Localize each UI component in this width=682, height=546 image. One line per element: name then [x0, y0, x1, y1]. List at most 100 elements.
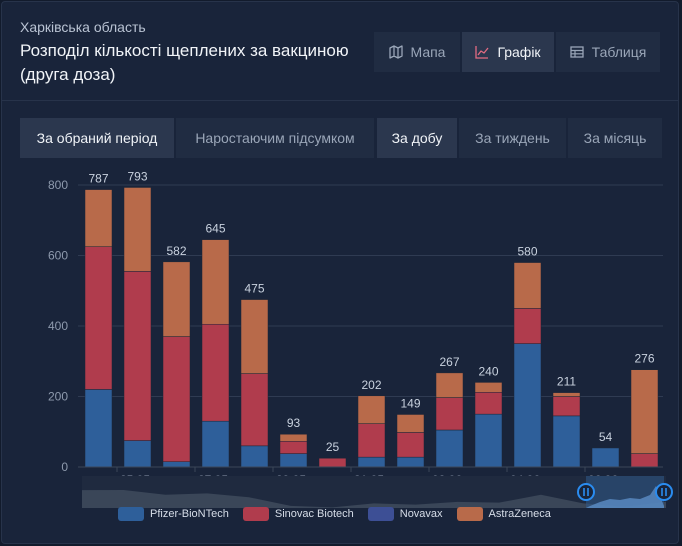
bar-segment-sinovac-biotech-25.05[interactable] — [123, 271, 152, 441]
bar-segment-pfizer-biontech-24.05[interactable] — [84, 389, 113, 468]
bar-segment-sinovac-biotech-26.05[interactable] — [162, 336, 191, 462]
total-label-05.06: 211 — [557, 375, 576, 389]
bar-segment-pfizer-biontech-31.05[interactable] — [357, 456, 386, 468]
total-label-04.06: 580 — [517, 245, 537, 259]
legend-swatch-novavax — [367, 507, 394, 521]
bar-segment-astrazeneca-05.06[interactable] — [552, 392, 581, 397]
bar-segment-pfizer-biontech-27.05[interactable] — [201, 420, 230, 468]
legend-label-pfizer: Pfizer-BioNTech — [150, 508, 229, 520]
chart-legend: Pfizer-BioNTech Sinovac Biotech Novavax … — [118, 507, 565, 521]
total-label-31.05: 202 — [361, 378, 381, 392]
total-label-27.05: 645 — [205, 222, 225, 236]
map-view-button[interactable]: Мапа — [374, 32, 460, 72]
bar-segment-pfizer-biontech-29.05[interactable] — [279, 453, 308, 468]
bar-segment-sinovac-biotech-03.06[interactable] — [474, 392, 503, 415]
bar-segment-pfizer-biontech-25.05[interactable] — [123, 440, 152, 468]
legend-swatch-sinovac — [242, 507, 269, 521]
total-label-06.06: 54 — [599, 430, 613, 444]
tab-selected-period[interactable]: За обраний період — [20, 118, 174, 158]
region-label: Харківська область — [20, 19, 146, 35]
table-view-button[interactable]: Таблиця — [556, 32, 660, 72]
bar-segment-sinovac-biotech-01.06[interactable] — [396, 432, 425, 458]
bars — [84, 187, 659, 468]
bar-segment-pfizer-biontech-28.05[interactable] — [240, 445, 269, 468]
bar-segment-astrazeneca-04.06[interactable] — [513, 262, 542, 309]
bar-segment-sinovac-biotech-31.05[interactable] — [357, 423, 386, 458]
bar-segment-sinovac-biotech-05.06[interactable] — [552, 396, 581, 417]
bar-segment-astrazeneca-31.05[interactable] — [357, 395, 386, 424]
chart-title: Розподіл кількості щеплених за вакциною … — [20, 41, 349, 84]
bar-segment-sinovac-biotech-07.06[interactable] — [630, 453, 659, 468]
tab-per-week[interactable]: За тиждень — [459, 118, 566, 158]
chart-view-label: Графік — [497, 44, 541, 60]
bar-segment-pfizer-biontech-26.05[interactable] — [162, 461, 191, 468]
bar-segment-astrazeneca-24.05[interactable] — [84, 189, 113, 247]
total-label-30.05: 25 — [326, 440, 340, 454]
bar-segment-pfizer-biontech-03.06[interactable] — [474, 413, 503, 468]
total-label-26.05: 582 — [166, 244, 186, 258]
y-tick-label: 800 — [48, 178, 68, 192]
y-tick-label: 600 — [48, 249, 68, 263]
legend-item-pfizer[interactable]: Pfizer-BioNTech — [118, 507, 229, 521]
bar-segment-sinovac-biotech-29.05[interactable] — [279, 441, 308, 454]
bar-segment-sinovac-biotech-27.05[interactable] — [201, 323, 230, 422]
navigator-selection-shape — [586, 486, 664, 508]
total-label-01.06: 149 — [400, 396, 420, 410]
map-icon — [388, 45, 403, 59]
bar-segment-astrazeneca-03.06[interactable] — [474, 382, 503, 393]
zoom-navigator[interactable] — [82, 476, 673, 508]
y-tick-label: 200 — [48, 390, 68, 404]
bar-segment-pfizer-biontech-06.06[interactable] — [591, 447, 620, 468]
legend-swatch-pfizer — [118, 507, 144, 521]
bar-segment-pfizer-biontech-04.06[interactable] — [513, 343, 542, 468]
bar-segment-sinovac-biotech-04.06[interactable] — [513, 308, 542, 344]
navigator-right-handle[interactable] — [655, 483, 673, 501]
total-label-25.05: 793 — [127, 169, 147, 183]
legend-label-astrazeneca: AstraZeneca — [488, 508, 551, 520]
bar-segment-astrazeneca-27.05[interactable] — [201, 239, 230, 325]
tab-per-day[interactable]: За добу — [377, 118, 457, 158]
total-label-02.06: 267 — [439, 355, 459, 369]
navigator-left-handle[interactable] — [577, 483, 595, 501]
legend-label-sinovac: Sinovac Biotech — [274, 508, 354, 520]
bar-segment-astrazeneca-28.05[interactable] — [240, 299, 269, 374]
bar-segment-pfizer-biontech-01.06[interactable] — [396, 456, 425, 468]
total-label-24.05: 787 — [88, 172, 108, 186]
tab-per-month[interactable]: За місяць — [568, 118, 662, 158]
legend-item-astrazeneca[interactable]: AstraZeneca — [456, 507, 551, 521]
bar-segment-astrazeneca-02.06[interactable] — [435, 372, 464, 398]
line-chart-icon — [475, 46, 489, 59]
bar-segment-astrazeneca-07.06[interactable] — [630, 369, 659, 454]
legend-label-novavax: Novavax — [399, 508, 443, 520]
legend-item-novavax[interactable]: Novavax — [367, 507, 443, 521]
tab-cumulative[interactable]: Наростаючим підсумком — [176, 118, 374, 158]
y-tick-label: 0 — [61, 460, 68, 474]
total-label-07.06: 276 — [634, 352, 654, 366]
header-divider — [2, 100, 678, 101]
bar-segment-astrazeneca-01.06[interactable] — [396, 414, 425, 433]
legend-swatch-astrazeneca — [456, 507, 483, 521]
total-label-28.05: 475 — [244, 282, 264, 296]
y-axis-ticks: 0 200 400 600 800 — [48, 178, 68, 474]
total-labels: 787 793 582 645 475 93 25 202 149 267 240 580 211 54 2… — [88, 169, 654, 454]
total-label-29.05: 93 — [287, 416, 301, 430]
chart-view-button[interactable]: Графік — [462, 32, 554, 72]
view-switch: Мапа Графік Таблиця — [374, 32, 662, 72]
chart-tabs: За обраний період Наростаючим підсумком … — [20, 118, 664, 158]
bar-segment-astrazeneca-26.05[interactable] — [162, 261, 191, 337]
bar-segment-pfizer-biontech-02.06[interactable] — [435, 429, 464, 468]
legend-item-sinovac[interactable]: Sinovac Biotech — [242, 507, 354, 521]
table-view-label: Таблиця — [591, 44, 647, 60]
bar-segment-astrazeneca-25.05[interactable] — [123, 187, 152, 272]
map-view-label: Мапа — [410, 44, 446, 60]
bar-segment-astrazeneca-29.05[interactable] — [279, 433, 308, 442]
bar-segment-pfizer-biontech-05.06[interactable] — [552, 415, 581, 468]
navigator-shape — [82, 490, 666, 508]
bar-segment-sinovac-biotech-24.05[interactable] — [84, 246, 113, 390]
bar-segment-sinovac-biotech-30.05[interactable] — [318, 457, 347, 468]
total-label-03.06: 240 — [478, 364, 498, 378]
bar-segment-sinovac-biotech-02.06[interactable] — [435, 397, 464, 431]
bar-segment-sinovac-biotech-28.05[interactable] — [240, 373, 269, 447]
